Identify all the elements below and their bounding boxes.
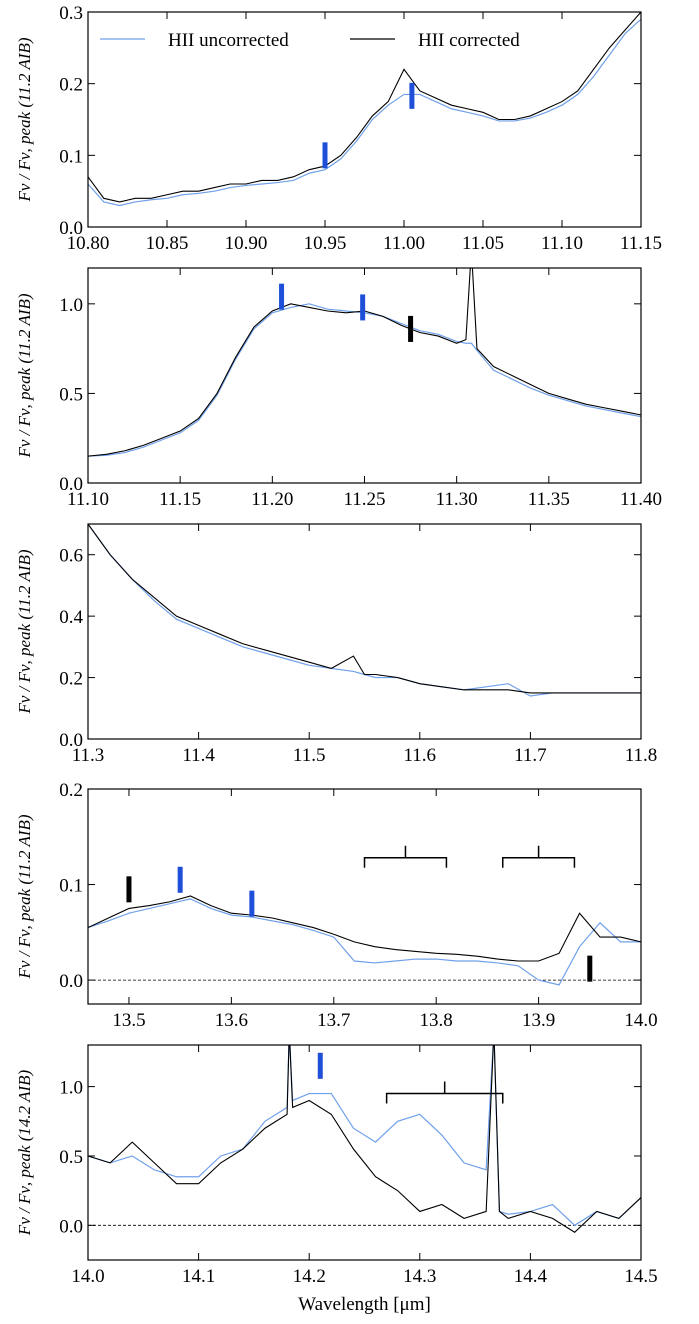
spectrum-line — [88, 895, 641, 962]
panel: 10.80 10.85 10.90 10.95 11.00 11.05 11.10 11.15… — [15, 3, 662, 254]
y-tick-label: 0.0 — [59, 971, 83, 992]
spectrum-line — [88, 12, 641, 203]
y-axis-label: Fν / Fν, peak (11.2 AIB) — [15, 37, 34, 202]
y-axis-label: Fν / Fν, peak (11.2 AIB) — [15, 549, 34, 714]
panel: 13.5 13.6 13.7 13.8 13.9 14.0 0.0 0.1 0.2 Fν / Fν… — [15, 780, 658, 1031]
x-tick-label: 11.6 — [404, 745, 437, 766]
y-axis-label: Fν / Fν, peak (11.2 AIB) — [15, 293, 34, 458]
x-tick-label: 11.15 — [620, 233, 662, 254]
axes-frame — [87, 523, 642, 740]
y-tick-label: 0.1 — [59, 146, 83, 167]
legend-label: HII corrected — [418, 30, 520, 51]
spectrum-line — [88, 524, 641, 694]
x-axis-label: Wavelength [μm] — [298, 1294, 431, 1315]
x-tick-label: 11.8 — [625, 745, 658, 766]
panel: 14.0 14.1 14.2 14.3 14.4 14.5 0.0 0.5 1.0 Fν / Fν… — [15, 1044, 658, 1315]
panel: 11.10 11.15 11.20 11.25 11.30 11.35 11.40 0.0 0.… — [15, 267, 662, 510]
x-tick-label: 11.3 — [72, 745, 105, 766]
x-tick-label: 11.20 — [251, 489, 293, 510]
feature-marker — [360, 294, 366, 321]
x-tick-label: 11.10 — [541, 233, 583, 254]
feature-marker — [177, 866, 183, 893]
feature-marker — [317, 1052, 323, 1079]
x-tick-label: 11.35 — [528, 489, 570, 510]
feature-marker — [126, 876, 132, 903]
x-tick-label: 11.00 — [383, 233, 425, 254]
x-tick-label: 13.8 — [420, 1010, 453, 1031]
x-tick-label: 11.15 — [159, 489, 201, 510]
bracket — [363, 845, 448, 868]
x-tick-label: 11.4 — [182, 745, 215, 766]
y-tick-label: 0.2 — [59, 75, 83, 96]
x-tick-label: 10.85 — [146, 233, 189, 254]
x-tick-label: 13.6 — [215, 1010, 248, 1031]
x-tick-label: 11.05 — [462, 233, 504, 254]
x-tick-label: 10.90 — [225, 233, 268, 254]
panel: 11.3 11.4 11.5 11.6 11.7 11.8 0.0 0.2 0.4 0.6 Fν /… — [15, 523, 658, 766]
spectrum-line — [88, 18, 641, 207]
y-tick-label: 0.5 — [59, 1147, 83, 1168]
x-tick-label: 14.0 — [71, 1266, 104, 1287]
feature-marker — [279, 283, 285, 310]
spectrum-line — [88, 898, 641, 986]
y-tick-label: 0.2 — [59, 780, 83, 801]
y-tick-label: 0.3 — [59, 3, 83, 24]
y-tick-label: 0.0 — [59, 218, 83, 239]
x-tick-label: 13.7 — [317, 1010, 350, 1031]
legend-label: HII uncorrected — [168, 30, 289, 51]
spectrum-line — [88, 1045, 641, 1233]
feature-marker — [408, 315, 414, 342]
spectrum-line — [88, 268, 641, 457]
axes-frame — [87, 1044, 642, 1261]
y-axis-label: Fν / Fν, peak (14.2 AIB) — [15, 1069, 34, 1236]
y-tick-label: 0.4 — [59, 607, 83, 628]
x-tick-label: 13.9 — [522, 1010, 555, 1031]
x-tick-label: 14.5 — [624, 1266, 657, 1287]
feature-marker — [587, 955, 593, 982]
y-tick-label: 0.2 — [59, 669, 83, 690]
axes-frame — [87, 11, 642, 228]
spectrum-line — [88, 303, 641, 457]
x-tick-label: 11.5 — [293, 745, 326, 766]
bracket — [385, 1081, 504, 1104]
x-tick-label: 10.80 — [67, 233, 110, 254]
x-tick-label: 11.7 — [514, 745, 547, 766]
y-tick-label: 1.0 — [59, 1078, 83, 1099]
y-tick-label: 0.1 — [59, 876, 83, 897]
y-tick-label: 0.0 — [59, 474, 83, 495]
x-tick-label: 11.10 — [67, 489, 109, 510]
x-tick-label: 14.2 — [293, 1266, 326, 1287]
x-tick-label: 11.25 — [343, 489, 385, 510]
spectrum-line — [88, 1045, 641, 1227]
x-tick-label: 13.5 — [112, 1010, 145, 1031]
x-tick-label: 14.3 — [403, 1266, 436, 1287]
x-tick-label: 11.30 — [436, 489, 478, 510]
y-tick-label: 0.6 — [59, 546, 83, 567]
y-tick-label: 1.0 — [59, 295, 83, 316]
feature-marker — [409, 82, 415, 109]
axes-frame — [87, 788, 642, 1005]
x-tick-label: 14.4 — [514, 1266, 548, 1287]
x-tick-label: 14.0 — [624, 1010, 657, 1031]
y-axis-label: Fν / Fν, peak (11.2 AIB) — [15, 814, 34, 979]
x-tick-label: 14.1 — [182, 1266, 215, 1287]
x-tick-label: 11.40 — [620, 489, 662, 510]
y-tick-label: 0.0 — [59, 730, 83, 751]
spectrum-line — [88, 524, 641, 697]
feature-marker — [249, 890, 255, 917]
feature-marker — [322, 142, 328, 169]
x-tick-label: 10.95 — [304, 233, 347, 254]
y-tick-label: 0.0 — [59, 1216, 83, 1237]
bracket — [502, 845, 576, 868]
y-tick-label: 0.5 — [59, 384, 83, 405]
